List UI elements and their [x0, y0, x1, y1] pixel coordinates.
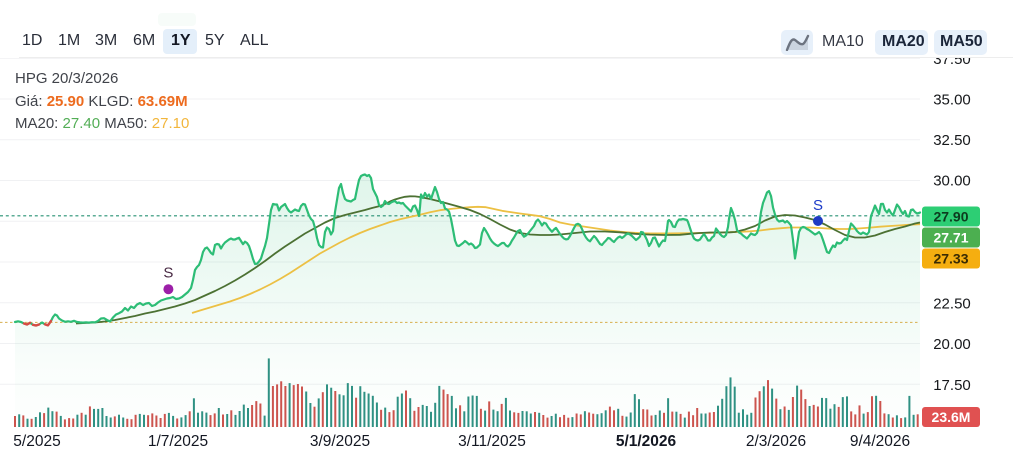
svg-text:9/4/2026: 9/4/2026	[850, 433, 910, 450]
svg-text:5/2025: 5/2025	[13, 433, 60, 450]
svg-text:30.00: 30.00	[933, 173, 971, 190]
svg-text:3/9/2025: 3/9/2025	[310, 433, 370, 450]
svg-text:27.90: 27.90	[933, 209, 968, 225]
svg-text:35.00: 35.00	[933, 92, 971, 109]
svg-text:32.50: 32.50	[933, 132, 971, 149]
svg-text:27.71: 27.71	[933, 230, 968, 246]
svg-text:22.50: 22.50	[933, 296, 971, 313]
svg-text:2/3/2026: 2/3/2026	[746, 433, 806, 450]
svg-text:3/11/2025: 3/11/2025	[458, 433, 526, 450]
svg-text:20.00: 20.00	[933, 336, 971, 353]
svg-text:S: S	[163, 265, 173, 282]
svg-text:23.6M: 23.6M	[932, 409, 971, 425]
svg-text:S: S	[813, 197, 823, 214]
svg-text:27.33: 27.33	[933, 251, 968, 267]
svg-text:1/7/2025: 1/7/2025	[148, 433, 208, 450]
svg-text:17.50: 17.50	[933, 377, 971, 394]
svg-text:5/1/2026: 5/1/2026	[616, 433, 677, 450]
